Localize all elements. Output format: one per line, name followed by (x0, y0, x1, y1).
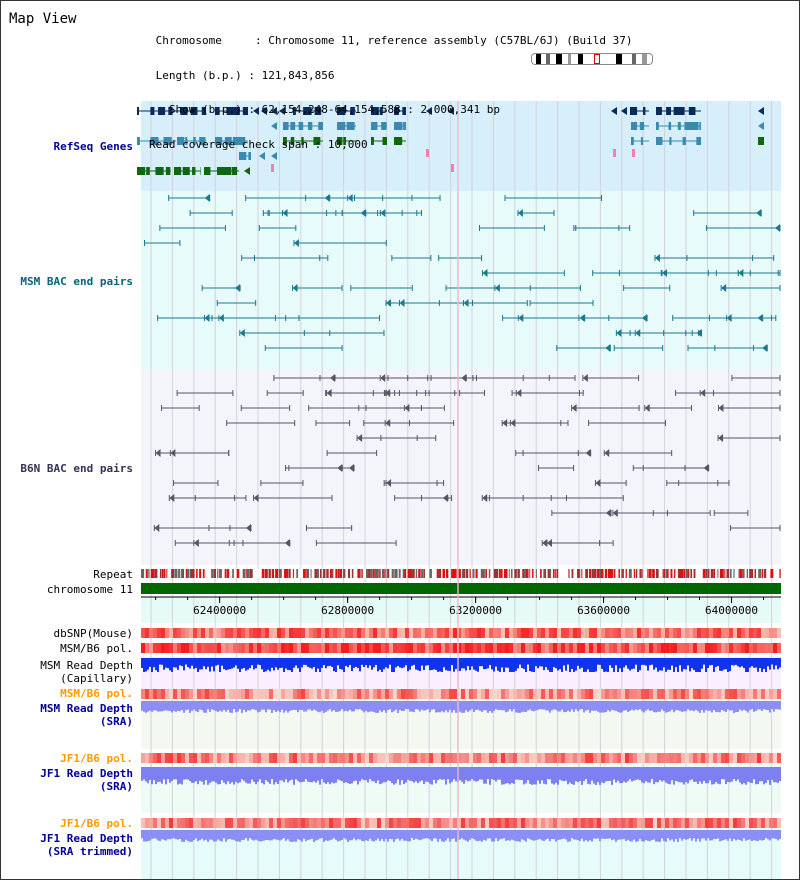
dbsnp-label: dbSNP(Mouse) (53, 627, 133, 640)
polymorphism-heatmaps (141, 628, 781, 828)
span-value: 10,000 (327, 137, 368, 151)
chromosome-ideogram[interactable] (531, 53, 653, 65)
length-row: Length (b.p.) : 121,843,856 (155, 68, 335, 82)
page-title: Map View (9, 11, 77, 27)
region-info: Chromosome : Chromosome 11, reference as… (149, 12, 632, 173)
jf1-depth-trimmed-label: JF1 Read Depth (SRA trimmed) (40, 832, 133, 858)
axis-tick-label: 64000000 (705, 604, 758, 617)
chromosome-label: chromosome 11 (46, 583, 133, 596)
axis-tick-label: 63200000 (449, 604, 502, 617)
show-label: Show (b.p.) (168, 103, 242, 116)
refseq-genes-track[interactable] (137, 107, 764, 175)
axis-band (141, 597, 781, 623)
repeat-label: Repeat (93, 568, 133, 581)
msm-bac-band (141, 191, 781, 369)
msm-bac-track[interactable] (143, 194, 781, 352)
span-label: Read coverage check span (149, 137, 308, 151)
chromosome-value: Chromosome 11, reference assembly (C57BL… (268, 34, 633, 47)
b6n-bac-band (141, 369, 781, 565)
msm-b6-pol-label: MSM/B6 pol. (60, 642, 133, 655)
chromosome-label: Chromosome (155, 34, 222, 47)
jf1-depth-sra-label: JF1 Read Depth (SRA) (40, 767, 133, 793)
show-row: Show (b.p.) : 62,154,248-64,154,588 : 2,… (168, 103, 501, 116)
axis-tick-label: 63600000 (577, 604, 630, 617)
refseq-label[interactable]: RefSeq Genes (53, 140, 133, 153)
span-row: Read coverage check span : 10,000 (149, 137, 368, 151)
refseq-band (141, 101, 781, 191)
position-axis: 62400000 62800000 63200000 63600000 64000000 (155, 597, 765, 617)
length-value: 121,843,856 (261, 68, 335, 82)
read-depth-tracks (141, 658, 781, 842)
axis-tick-label: 62400000 (193, 604, 246, 617)
grid-lines (150, 101, 773, 879)
length-label: Length (b.p.) (155, 68, 242, 82)
b6n-bac-label[interactable]: B6N BAC end pairs (20, 462, 133, 475)
b6n-bac-track[interactable] (153, 374, 781, 547)
msm-bac-label[interactable]: MSM BAC end pairs (20, 275, 133, 288)
msm-depth-capillary-label: MSM Read Depth (Capillary) (40, 659, 133, 685)
jf1-b6-pol-label: JF1/B6 pol. (60, 752, 133, 765)
msm-b6-pol-label-2: MSM/B6 pol. (60, 687, 133, 700)
jf1-b6-pol-label-2: JF1/B6 pol. (60, 817, 133, 830)
axis-tick-label: 62800000 (321, 604, 374, 617)
repeat-track (141, 569, 781, 578)
msm-depth-sra-label: MSM Read Depth (SRA) (40, 702, 133, 728)
chromosome-bar (141, 583, 781, 594)
show-value: 62,154,248-64,154,588 : 2,000,341 bp (261, 103, 501, 116)
chromosome-row: Chromosome : Chromosome 11, reference as… (155, 34, 633, 47)
